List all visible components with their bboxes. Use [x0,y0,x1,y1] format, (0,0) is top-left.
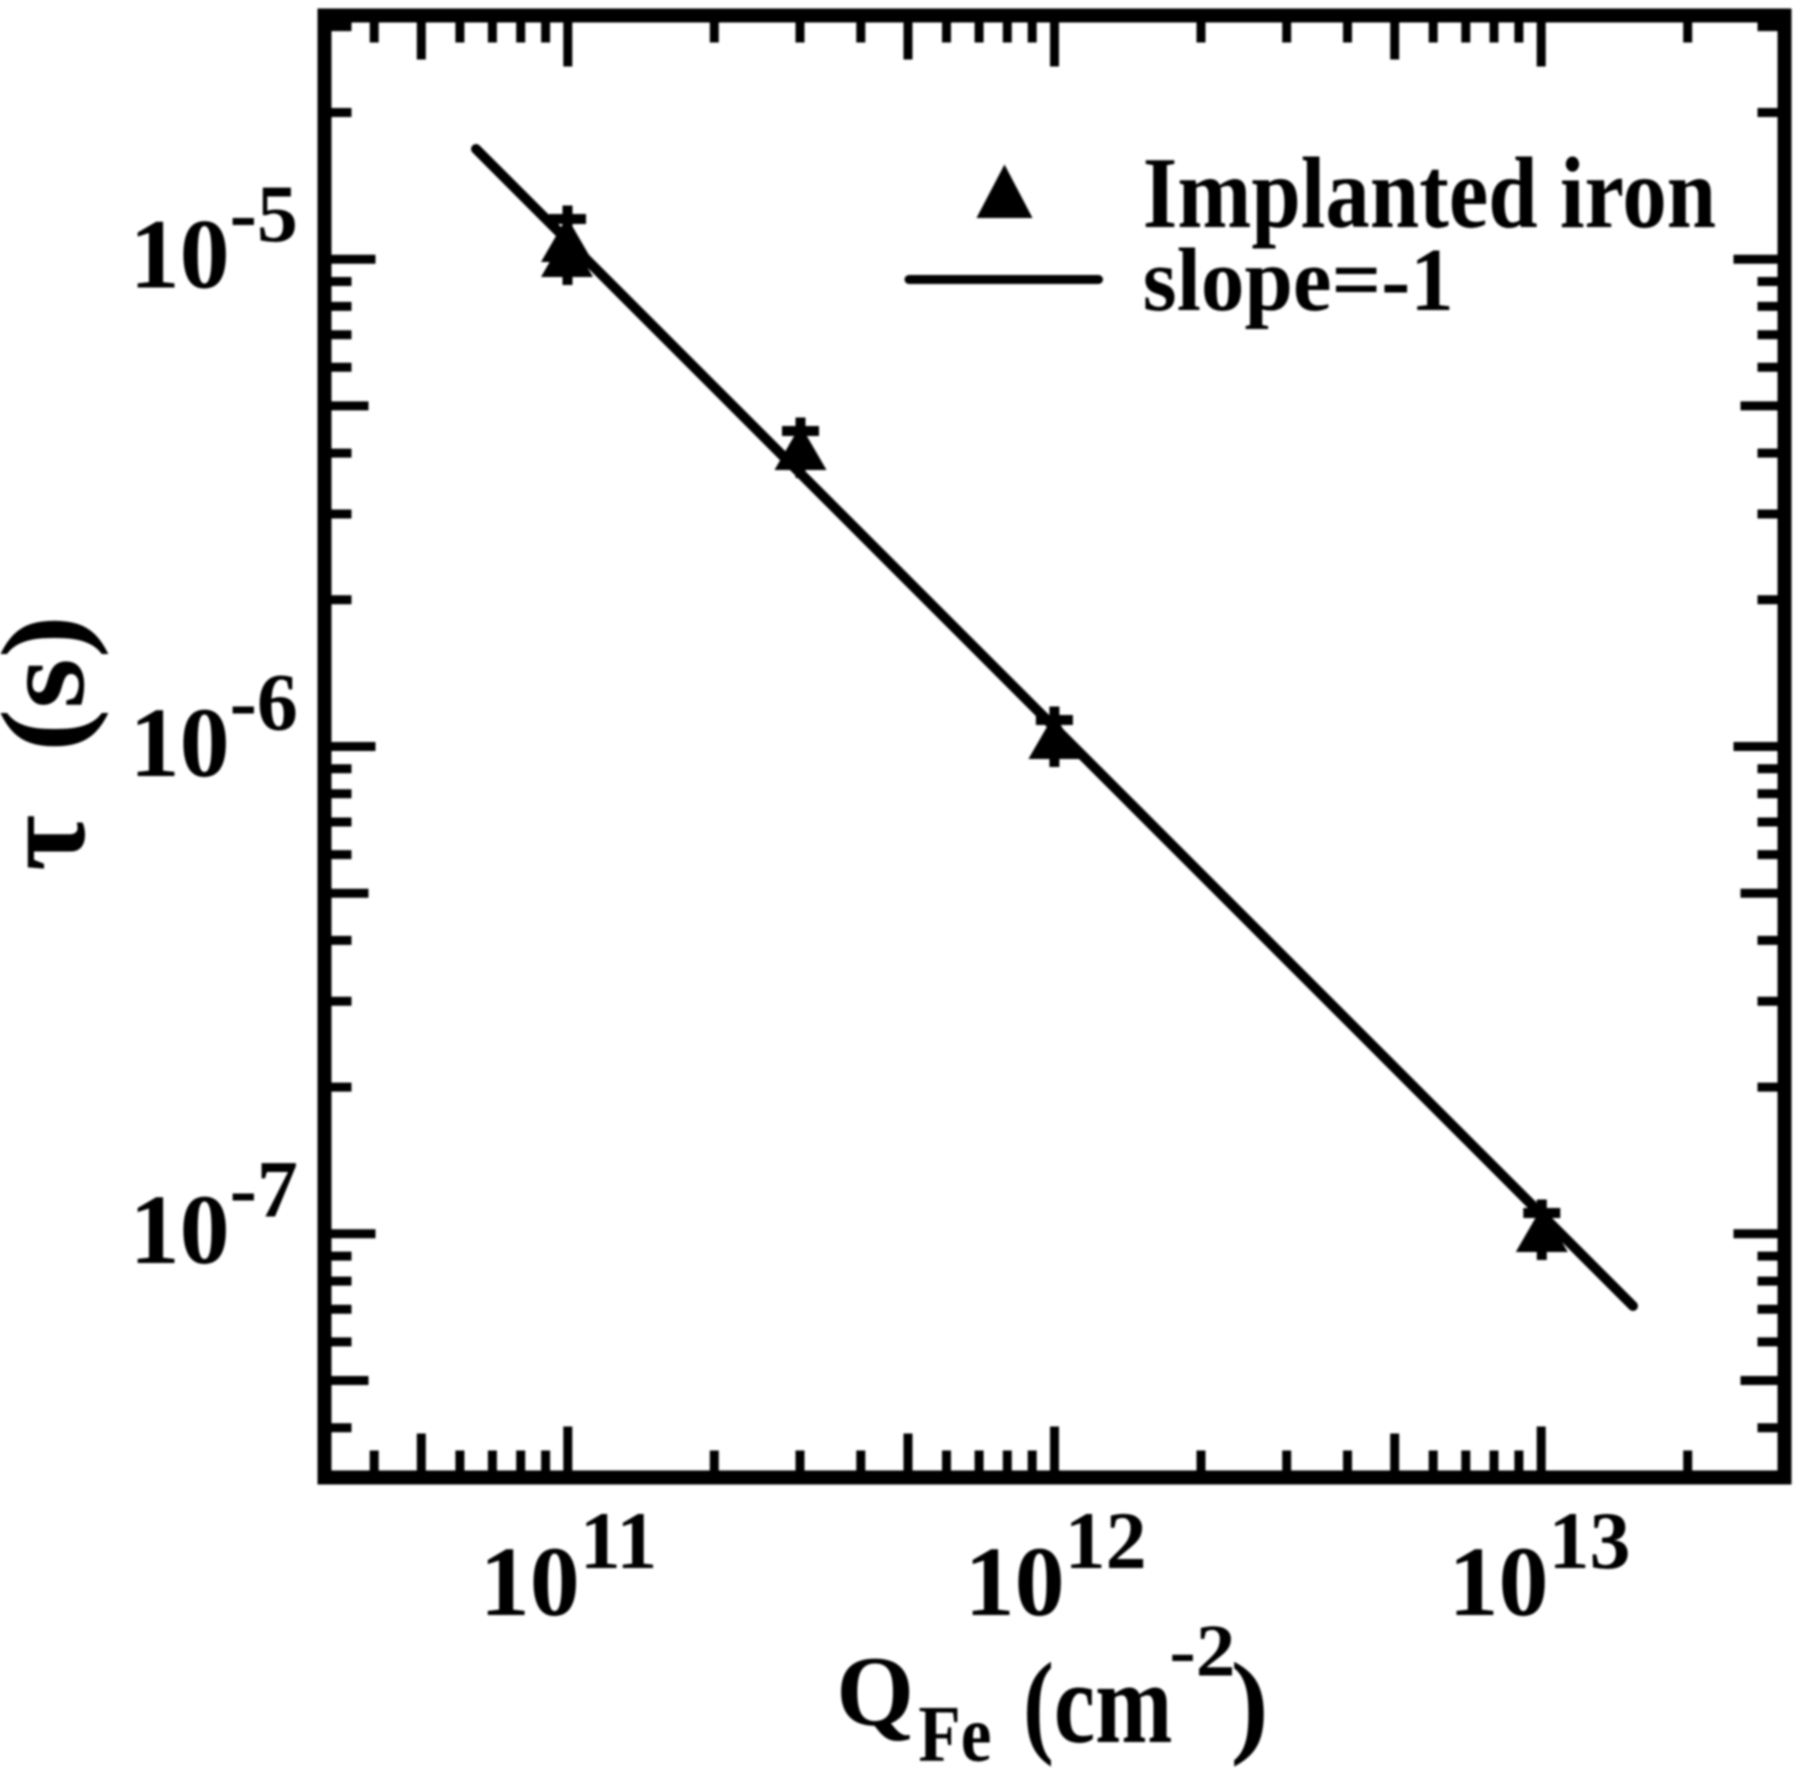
svg-text:Fe: Fe [918,1690,991,1769]
svg-text:τ: τ [0,815,111,871]
svg-text:): ) [1231,1640,1269,1767]
svg-text:Implanted iron: Implanted iron [1143,136,1716,249]
svg-text:Q: Q [836,1636,914,1747]
svg-text:(s): (s) [0,615,109,752]
svg-text:(cm: (cm [1023,1640,1172,1768]
svg-text:-2: -2 [1169,1610,1235,1692]
svg-text:slope=-1: slope=-1 [1143,231,1454,331]
